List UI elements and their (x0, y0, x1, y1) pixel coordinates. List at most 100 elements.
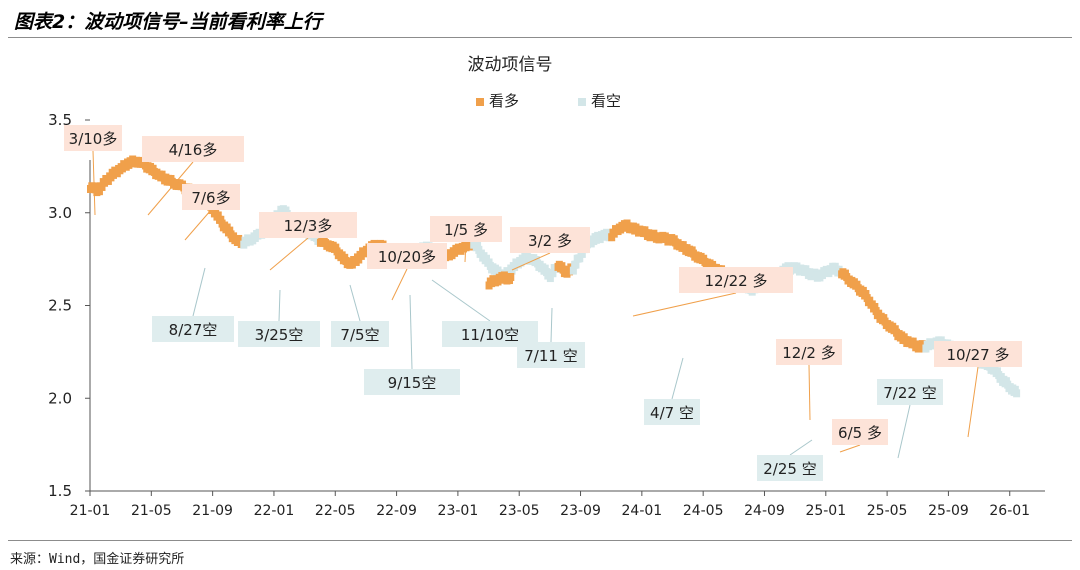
signal-label-leader (92, 150, 96, 216)
legend-swatch-short (578, 98, 586, 106)
signal-mark-short (474, 241, 482, 250)
signal-label-text: 1/5 多 (444, 221, 488, 239)
footer-divider (8, 540, 1072, 541)
x-tick-label: 22-01 (254, 503, 295, 519)
signal-label-text: 7/11 空 (524, 347, 577, 365)
signal-label-leader (147, 161, 194, 216)
signal-label-text: 7/5空 (340, 326, 379, 344)
x-tick-label: 25-01 (805, 503, 846, 519)
x-tick-label: 21-01 (70, 503, 111, 519)
x-tick-label: 26-01 (989, 503, 1030, 519)
title-divider (8, 37, 1072, 38)
x-tick-label: 22-05 (315, 503, 356, 519)
signal-label-box (142, 136, 244, 162)
signal-label-leader (550, 307, 553, 343)
x-tick-label: 24-01 (622, 503, 663, 519)
signal-label-leader (897, 404, 911, 459)
signal-mark-short (578, 249, 586, 258)
signal-label-leader (789, 439, 813, 456)
x-tick-label: 22-09 (376, 503, 417, 519)
signal-label-box (331, 321, 389, 347)
signal-label-text: 10/20多 (378, 248, 436, 266)
signal-label-box (934, 341, 1022, 367)
signal-mark-short (549, 269, 557, 278)
signal-label-text: 8/27空 (169, 321, 218, 339)
signal-mark-long (214, 211, 222, 220)
signal-label-text: 9/15空 (388, 374, 437, 392)
signal-label-text: 12/3多 (284, 217, 333, 235)
signal-label-box (367, 243, 447, 269)
signal-label-box (238, 321, 320, 347)
signal-label-text: 2/25 空 (763, 460, 816, 478)
legend-label-long: 看多 (489, 92, 519, 110)
signal-label-box (182, 184, 240, 210)
signal-labels: 3/10多 4/16多 7/6多 8/27空 12/3多 3/25空 7/5空 10/20多 9… (64, 125, 1022, 481)
signal-label-leader (839, 444, 861, 453)
signal-label-box (832, 419, 888, 445)
chart-title: 波动项信号 (468, 55, 553, 75)
signal-label-text: 12/22 多 (705, 272, 768, 290)
signal-label-text: 3/10多 (69, 130, 118, 148)
signal-label-leader (511, 252, 551, 271)
signal-label-text: 11/10空 (461, 326, 519, 344)
signal-label-leader (431, 279, 491, 322)
signal-label-leader (808, 364, 811, 421)
source-note: 来源：Wind，国金证券研究所 (10, 552, 185, 567)
signal-mark-long (871, 302, 879, 311)
signal-label-leader (349, 284, 361, 322)
volatility-signal-chart: 波动项信号 看多 看空 1.5 2.0 2.5 3.0 3.5 21-01 21-05 21-0… (48, 55, 1045, 519)
x-tick-label: 23-09 (560, 503, 601, 519)
signal-label-leader (184, 209, 212, 241)
signal-label-box (64, 125, 122, 151)
signal-label-text: 3/25空 (255, 326, 304, 344)
signal-label-box (776, 339, 842, 365)
y-tick-label: 3.5 (48, 111, 72, 129)
signal-mark-short (576, 254, 584, 263)
y-tick-label: 2.5 (48, 297, 72, 315)
y-tick-label: 3.0 (48, 204, 72, 222)
y-tick-label: 1.5 (48, 482, 72, 500)
signal-label-box (679, 267, 793, 293)
x-tick-label: 24-05 (683, 503, 724, 519)
signal-mark-long (98, 182, 106, 191)
signal-mark-long (95, 187, 103, 196)
signal-label-box (152, 316, 234, 342)
x-tick-label: 25-09 (928, 503, 969, 519)
x-tick-label: 23-01 (438, 503, 479, 519)
x-tick-label: 25-05 (867, 503, 908, 519)
legend: 看多 看空 (476, 92, 621, 110)
signal-mark-short (1013, 389, 1021, 398)
signal-label-box (364, 369, 460, 395)
page-title: 图表2：波动项信号–当前看利率上行 (14, 11, 322, 33)
signal-mark-short (569, 266, 577, 275)
signal-mark-short (572, 260, 580, 269)
signal-label-box (877, 379, 943, 405)
signal-label-leader (967, 366, 979, 438)
signal-label-leader (632, 292, 737, 317)
signal-mark-long (507, 272, 515, 281)
legend-swatch-long (476, 98, 484, 106)
signal-label-leader (409, 294, 413, 370)
signal-label-leader (278, 289, 281, 322)
signal-label-box (510, 227, 590, 253)
x-tick-label: 23-05 (499, 503, 540, 519)
signal-label-text: 7/22 空 (883, 384, 936, 402)
x-tick-label: 24-09 (744, 503, 785, 519)
x-tick-label: 21-05 (131, 503, 172, 519)
signal-label-text: 7/6多 (191, 189, 230, 207)
signal-label-leader (269, 237, 309, 271)
signal-label-text: 12/2 多 (782, 344, 835, 362)
y-tick-label: 2.0 (48, 389, 72, 407)
signal-mark-short (546, 274, 554, 283)
legend-label-short: 看空 (591, 92, 621, 110)
signal-label-box (430, 216, 502, 242)
signal-label-text: 10/27 多 (947, 346, 1010, 364)
signal-label-box (757, 455, 823, 481)
signal-mark-long (862, 289, 870, 298)
signal-label-box (517, 342, 585, 368)
signal-label-leader (671, 357, 684, 400)
x-tick-label: 21-09 (192, 503, 233, 519)
signal-label-text: 3/2 多 (528, 232, 572, 250)
signal-label-leader (391, 268, 408, 301)
signal-label-leader (192, 267, 206, 317)
